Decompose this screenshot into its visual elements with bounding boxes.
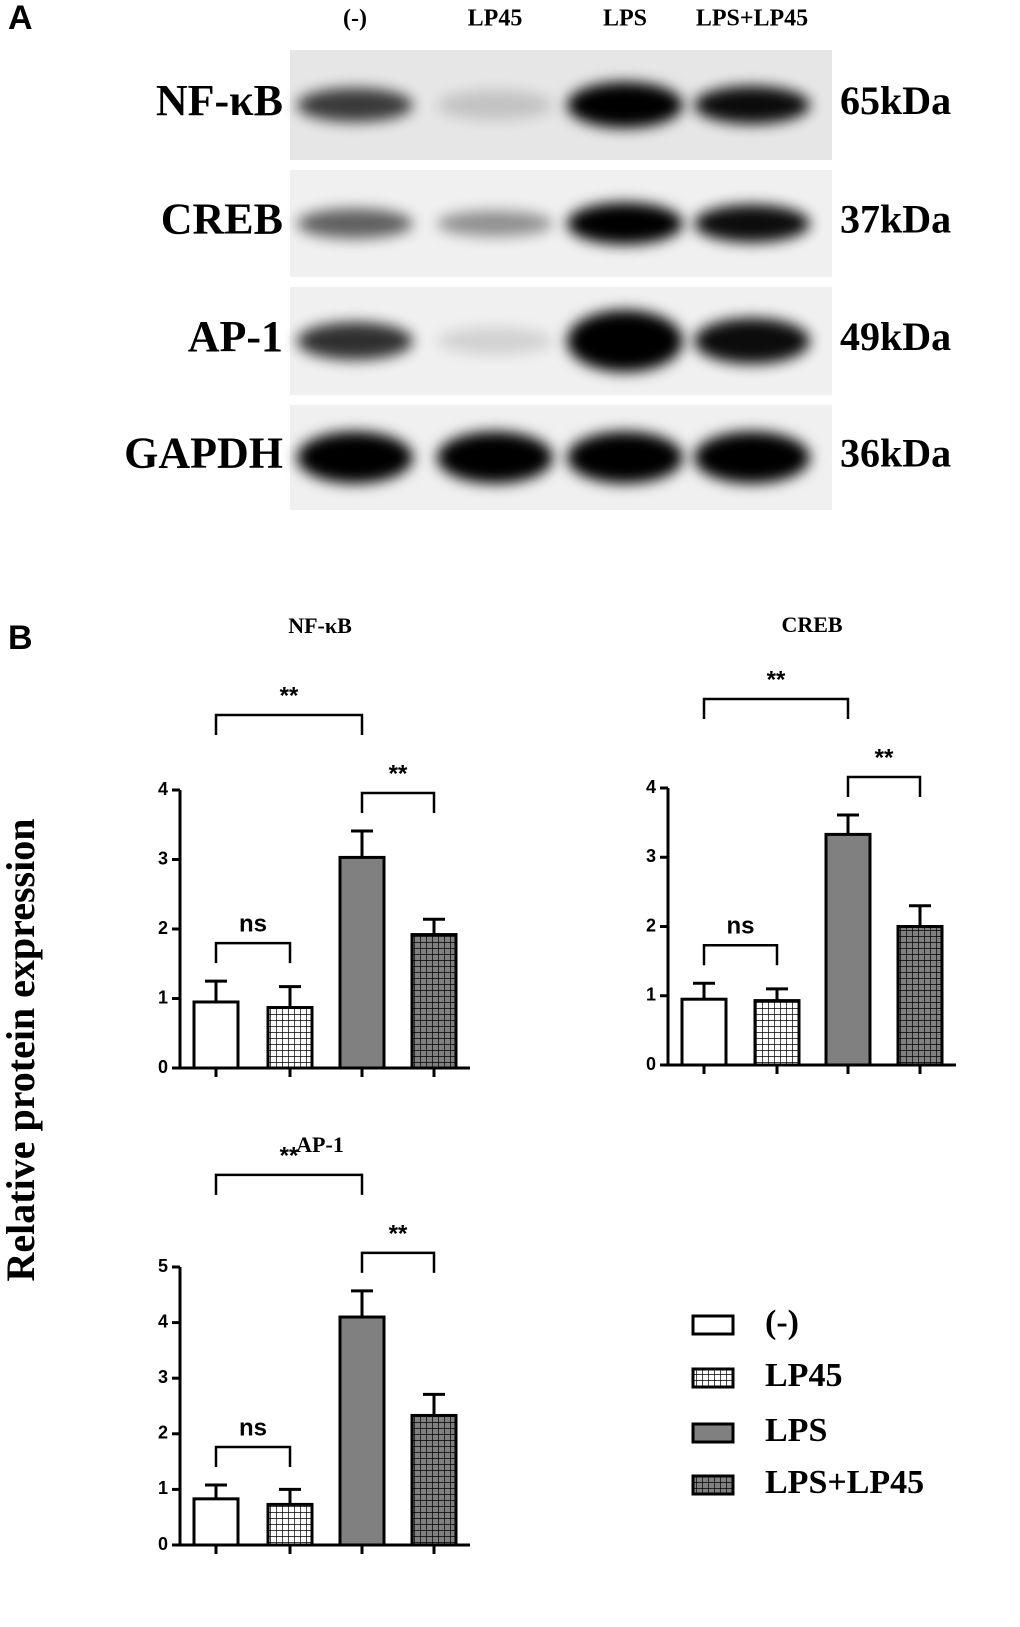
significance-bracket <box>846 775 922 798</box>
significance-label: ** <box>767 666 786 693</box>
y-tick-label: 2 <box>158 918 168 938</box>
significance-bracket <box>360 791 436 814</box>
y-tick-label: 3 <box>158 1367 168 1387</box>
blot-band <box>694 431 810 484</box>
panel-label: B <box>8 619 33 657</box>
blot-band <box>567 431 683 484</box>
significance-label: ns <box>726 913 754 940</box>
bar <box>824 832 872 1067</box>
blot-band <box>567 82 683 128</box>
lane-label: LP45 <box>468 6 523 32</box>
significance-label: ** <box>389 760 408 787</box>
blot-band <box>694 204 810 243</box>
y-tick-label: 3 <box>158 848 168 868</box>
y-tick-label: 0 <box>158 1057 168 1077</box>
legend-swatch <box>691 1422 735 1444</box>
significance-label: ** <box>280 1142 299 1169</box>
protein-label: CREB <box>161 195 283 244</box>
significance-label: ** <box>389 1220 408 1247</box>
legend-swatch <box>691 1474 735 1496</box>
significance-bracket <box>702 697 850 720</box>
lane-label: (-) <box>343 6 367 32</box>
significance-bracket <box>702 944 779 966</box>
bar <box>266 1006 314 1070</box>
blot-band <box>297 431 413 484</box>
blot-band <box>567 202 683 245</box>
legend-label: LP45 <box>765 1357 842 1394</box>
bar <box>192 1497 240 1547</box>
bar <box>410 1413 458 1547</box>
y-tick-label: 2 <box>158 1423 168 1443</box>
blot-band <box>567 310 683 372</box>
y-tick-label: 4 <box>158 1311 168 1331</box>
blot-band <box>694 318 810 364</box>
significance-bracket <box>214 1173 364 1195</box>
lane-label: LPS <box>603 6 647 32</box>
legend-label: (-) <box>765 1304 799 1341</box>
legend-label: LPS <box>765 1412 827 1449</box>
y-tick-label: 4 <box>158 779 168 799</box>
bar <box>753 999 801 1067</box>
y-tick-label: 3 <box>646 846 656 866</box>
bar <box>192 1000 240 1070</box>
size-label: 49kDa <box>840 314 951 359</box>
y-tick-label: 1 <box>158 987 168 1007</box>
y-tick-label: 1 <box>646 985 656 1005</box>
panel-label: A <box>8 0 33 37</box>
chart-title: CREB <box>781 612 842 637</box>
significance-bracket <box>360 1251 436 1273</box>
significance-label: ** <box>875 744 894 771</box>
chart-title: AP-1 <box>296 1132 344 1157</box>
significance-bracket <box>214 1445 292 1467</box>
blot-strip <box>290 287 832 395</box>
legend-label: LPS+LP45 <box>765 1464 924 1501</box>
bar <box>410 933 458 1070</box>
y-tick-label: 4 <box>646 777 656 797</box>
blot-band <box>297 208 413 239</box>
bar <box>266 1502 314 1547</box>
significance-bracket <box>214 941 292 964</box>
y-tick-label: 1 <box>158 1478 168 1498</box>
blot-band <box>694 86 810 124</box>
size-label: 36kDa <box>840 431 951 476</box>
y-tick-label: 0 <box>158 1534 168 1554</box>
significance-label: ** <box>280 682 299 709</box>
bar <box>338 1315 386 1547</box>
bar <box>680 997 728 1067</box>
blot-strip <box>290 50 832 160</box>
protein-label: NF-κB <box>156 76 283 125</box>
blot-band <box>437 210 553 237</box>
significance-label: ns <box>239 1414 267 1441</box>
y-tick-label: 0 <box>646 1054 656 1074</box>
y-axis-label: Relative protein expression <box>0 819 43 1282</box>
size-label: 37kDa <box>840 197 951 242</box>
legend-swatch <box>691 1314 735 1336</box>
bar <box>896 925 944 1067</box>
blot-band <box>297 88 413 122</box>
size-label: 65kDa <box>840 78 951 123</box>
protein-label: AP-1 <box>188 312 283 361</box>
blot-band <box>437 431 553 484</box>
significance-label: ns <box>239 910 267 937</box>
chart-title: NF-κB <box>288 613 352 638</box>
y-tick-label: 2 <box>646 915 656 935</box>
blot-strip <box>290 405 832 510</box>
blot-band <box>437 327 553 355</box>
significance-bracket <box>214 713 364 736</box>
blot-band <box>437 90 553 120</box>
y-tick-label: 5 <box>158 1256 168 1276</box>
protein-label: GAPDH <box>124 429 283 478</box>
lane-label: LPS+LP45 <box>696 6 808 32</box>
bar <box>338 855 386 1070</box>
blot-band <box>297 322 413 360</box>
legend-swatch <box>691 1367 735 1389</box>
blot-strip <box>290 170 832 277</box>
